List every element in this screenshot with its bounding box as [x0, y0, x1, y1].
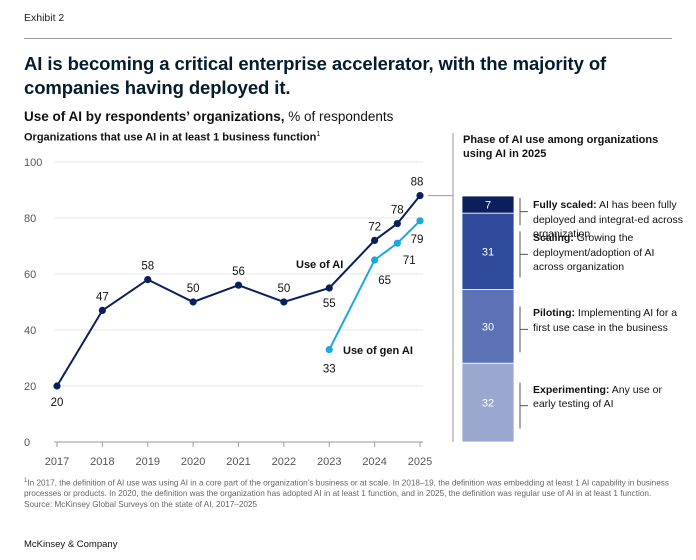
use-of-gen-ai-data-label: 79 [411, 234, 424, 246]
use-of-ai-data-label: 20 [51, 397, 64, 409]
use-of-ai-data-label: 50 [187, 283, 200, 295]
use-of-gen-ai-line [328, 220, 421, 351]
x-tick-label: 2022 [272, 456, 296, 468]
phase-segment-label: Fully scaled: AI has been fully deployed… [533, 198, 683, 242]
use-of-ai-point [325, 284, 333, 292]
phase-name: Scaling: [533, 232, 574, 245]
phase-description: Any use or early testing of AI [533, 383, 662, 411]
phase-chart-title: Phase of AI use among organizations usin… [463, 134, 659, 160]
use-of-ai-point [53, 382, 61, 390]
use-of-gen-ai-data-label: 65 [378, 275, 391, 287]
use-of-ai-data-label: 78 [391, 205, 404, 217]
phase-name: Piloting: [533, 307, 575, 320]
x-tick-label: 2025 [408, 456, 432, 468]
phase-bar-value: 30 [482, 321, 494, 333]
use-of-ai-point [371, 236, 379, 244]
phase-segment-label: Experimenting: Any use or early testing … [533, 383, 683, 412]
phase-bar-value: 32 [482, 398, 494, 410]
footnotes: 1In 2017, the definition of AI use was u… [24, 476, 674, 510]
exhibit-label: Exhibit 2 [24, 12, 65, 24]
y-tick-label: 60 [24, 269, 36, 281]
use-of-ai-point [393, 220, 401, 228]
brand-logo-text: McKinsey & Company [24, 539, 118, 550]
line-chart-title-text: Organizations that use AI in at least 1 … [24, 131, 317, 144]
phase-bar-segment [461, 362, 515, 443]
use-of-gen-ai-data-label: 71 [403, 255, 416, 267]
use-of-gen-ai-data-label: 33 [323, 364, 336, 376]
use-of-ai-point [98, 306, 106, 314]
use-of-ai-data-label: 72 [368, 221, 381, 233]
footnote-body: In 2017, the definition of AI use was us… [24, 478, 669, 499]
y-tick-label: 0 [24, 437, 30, 449]
use-of-ai-data-label: 88 [411, 177, 424, 189]
phase-bar-segment [461, 289, 515, 364]
use-of-ai-point [234, 281, 243, 289]
phase-description: Implementing AI for a first use case in … [533, 307, 678, 334]
phase-name: Fully scaled: [533, 199, 597, 211]
x-tick-label: 2017 [45, 456, 69, 468]
use-of-gen-ai-point [416, 217, 424, 225]
use-of-ai-data-label: 50 [277, 283, 290, 295]
use-of-ai-point [144, 276, 152, 284]
use-of-gen-ai-point [393, 239, 401, 247]
use-of-gen-ai-series-label: Use of gen AI [343, 345, 413, 357]
line-chart-title: Organizations that use AI in at least 1 … [24, 131, 320, 144]
footnote-number: 1 [24, 478, 28, 484]
y-tick-label: 40 [24, 325, 36, 337]
y-tick-label: 100 [24, 157, 42, 169]
x-tick-label: 2019 [136, 456, 160, 468]
phase-segment-label: Piloting: Implementing AI for a first us… [533, 306, 683, 335]
chart-subtitle: Use of AI by respondents’ organizations,… [24, 109, 393, 124]
use-of-ai-data-label: 47 [96, 291, 109, 303]
use-of-ai-series-label: Use of AI [296, 259, 343, 271]
source-note: Source: McKinsey Global Surveys on the s… [24, 499, 258, 509]
use-of-ai-point [280, 298, 288, 306]
footnote-text: 1In 2017, the definition of AI use was u… [24, 476, 674, 500]
use-of-gen-ai-point [371, 256, 379, 264]
footnote-marker: 1 [316, 131, 321, 138]
x-tick-label: 2021 [226, 456, 250, 468]
use-of-gen-ai-point [325, 346, 333, 354]
x-tick-label: 2023 [317, 456, 341, 468]
use-of-ai-point [416, 192, 424, 200]
x-tick-label: 2024 [362, 456, 386, 468]
phase-bar-value: 31 [482, 246, 494, 258]
phase-bar-segment [461, 212, 515, 290]
use-of-ai-line [56, 194, 421, 387]
y-tick-label: 80 [24, 213, 36, 225]
phase-name: Experimenting: [533, 383, 610, 396]
page-title: AI is becoming a critical enterprise acc… [24, 53, 607, 98]
use-of-ai-data-label: 58 [141, 261, 154, 273]
phase-bar-value: 7 [485, 200, 491, 212]
x-tick-label: 2018 [90, 456, 114, 468]
use-of-ai-data-label: 56 [232, 266, 245, 278]
x-tick-label: 2020 [181, 456, 205, 468]
y-tick-label: 20 [24, 381, 36, 393]
phase-description: AI has been fully deployed and integrat-… [533, 199, 684, 240]
subtitle-unit: % of respondents [284, 109, 394, 124]
use-of-ai-data-label: 55 [323, 298, 336, 310]
use-of-ai-point [189, 298, 197, 306]
subtitle-bold: Use of AI by respondents’ organizations, [24, 109, 285, 124]
phase-description: Growing the deployment/adoption of AI ac… [533, 232, 655, 274]
header-divider [24, 38, 672, 39]
phase-segment-label: Scaling: Growing the deployment/adoption… [533, 231, 683, 275]
